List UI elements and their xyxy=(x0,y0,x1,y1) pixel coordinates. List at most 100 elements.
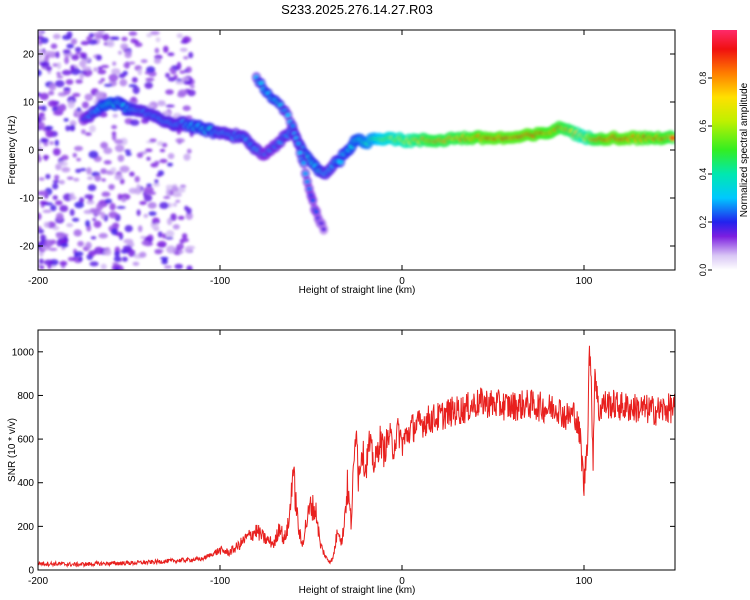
noise-speckle xyxy=(110,227,118,236)
y-tick-label: 0 xyxy=(28,566,34,577)
x-tick-label: -100 xyxy=(210,576,230,587)
noise-speckle xyxy=(71,217,80,222)
noise-speckle xyxy=(175,199,181,203)
noise-speckle xyxy=(119,78,128,87)
x-tick-label: -100 xyxy=(210,276,230,287)
noise-speckle xyxy=(118,73,126,79)
noise-speckle xyxy=(124,50,132,59)
x-tick-label: -200 xyxy=(28,576,48,587)
noise-speckle xyxy=(94,246,104,255)
noise-speckle xyxy=(155,37,161,43)
branch-mark xyxy=(313,209,320,215)
noise-speckle xyxy=(100,78,106,82)
noise-speckle xyxy=(167,52,175,57)
noise-speckle xyxy=(181,233,188,239)
branch-mark xyxy=(290,123,296,128)
noise-speckle xyxy=(81,66,92,71)
noise-speckle xyxy=(136,183,141,192)
noise-speckle xyxy=(97,66,103,70)
noise-speckle xyxy=(108,211,118,219)
noise-speckle xyxy=(152,182,160,187)
noise-speckle xyxy=(81,101,89,109)
snr-frame xyxy=(37,329,676,571)
noise-speckle xyxy=(124,149,131,153)
snr-plot-area xyxy=(38,330,675,570)
noise-speckle xyxy=(100,168,107,175)
noise-speckle xyxy=(172,224,180,230)
noise-speckle xyxy=(154,179,159,184)
noise-speckle xyxy=(161,233,167,239)
noise-speckle xyxy=(114,139,124,145)
noise-speckle xyxy=(100,64,110,69)
noise-speckle xyxy=(89,208,99,213)
noise-speckle xyxy=(70,64,75,71)
noise-speckle xyxy=(93,220,102,228)
noise-speckle xyxy=(56,71,61,76)
noise-speckle xyxy=(128,61,136,65)
noise-speckle xyxy=(69,124,76,132)
noise-speckle xyxy=(184,205,189,211)
noise-speckle xyxy=(95,54,102,61)
noise-speckle xyxy=(110,167,117,173)
noise-speckle xyxy=(72,152,78,158)
noise-speckle xyxy=(54,174,60,181)
noise-speckle xyxy=(85,241,92,250)
noise-speckle xyxy=(38,30,43,37)
noise-speckle xyxy=(146,66,156,73)
noise-speckle xyxy=(131,77,138,83)
noise-speckle xyxy=(74,201,85,209)
noise-speckle xyxy=(114,144,125,153)
noise-speckle xyxy=(137,68,143,76)
noise-speckle xyxy=(43,239,54,248)
noise-speckle xyxy=(38,116,42,124)
noise-speckle xyxy=(45,130,54,138)
noise-speckle xyxy=(124,225,133,233)
snr-ylabel: SNR (10 * v/v) xyxy=(7,418,18,482)
y-tick-label: 200 xyxy=(17,522,34,533)
noise-speckle xyxy=(66,176,74,180)
x-tick-label: 100 xyxy=(576,276,593,287)
noise-speckle xyxy=(38,69,42,77)
noise-speckle xyxy=(94,174,102,182)
branch-mark xyxy=(285,112,291,118)
noise-speckle xyxy=(181,76,190,83)
noise-speckle xyxy=(174,263,183,270)
noise-speckle xyxy=(132,261,140,266)
noise-speckle xyxy=(189,84,195,89)
noise-speckle xyxy=(73,177,80,182)
noise-speckle xyxy=(77,240,84,247)
noise-speckle xyxy=(85,132,92,136)
noise-speckle xyxy=(149,138,157,143)
noise-speckle xyxy=(161,142,168,148)
noise-speckle xyxy=(165,184,174,190)
noise-speckle xyxy=(55,212,64,221)
noise-speckle xyxy=(45,173,51,180)
noise-speckle xyxy=(162,258,168,262)
noise-speckle xyxy=(121,197,127,203)
noise-speckle xyxy=(179,47,188,52)
noise-speckle xyxy=(146,156,151,161)
noise-speckle xyxy=(98,200,105,205)
noise-speckle xyxy=(65,79,74,85)
x-tick-label: 0 xyxy=(399,576,405,587)
noise-speckle xyxy=(69,192,75,199)
noise-speckle xyxy=(58,180,65,185)
noise-speckle xyxy=(65,125,71,132)
noise-speckle xyxy=(72,92,81,97)
noise-speckle xyxy=(176,33,183,39)
noise-speckle xyxy=(180,186,186,193)
noise-speckle xyxy=(93,67,98,72)
noise-speckle xyxy=(66,223,74,228)
noise-speckle xyxy=(139,251,147,258)
noise-speckle xyxy=(117,50,123,55)
noise-speckle xyxy=(117,193,123,201)
noise-speckle xyxy=(185,212,193,220)
noise-speckle xyxy=(165,72,170,78)
noise-speckle xyxy=(140,59,148,63)
noise-speckle xyxy=(112,61,117,66)
noise-speckle xyxy=(171,186,179,192)
branch-mark xyxy=(306,186,312,191)
noise-speckle xyxy=(48,83,57,91)
noise-speckle xyxy=(38,112,45,118)
